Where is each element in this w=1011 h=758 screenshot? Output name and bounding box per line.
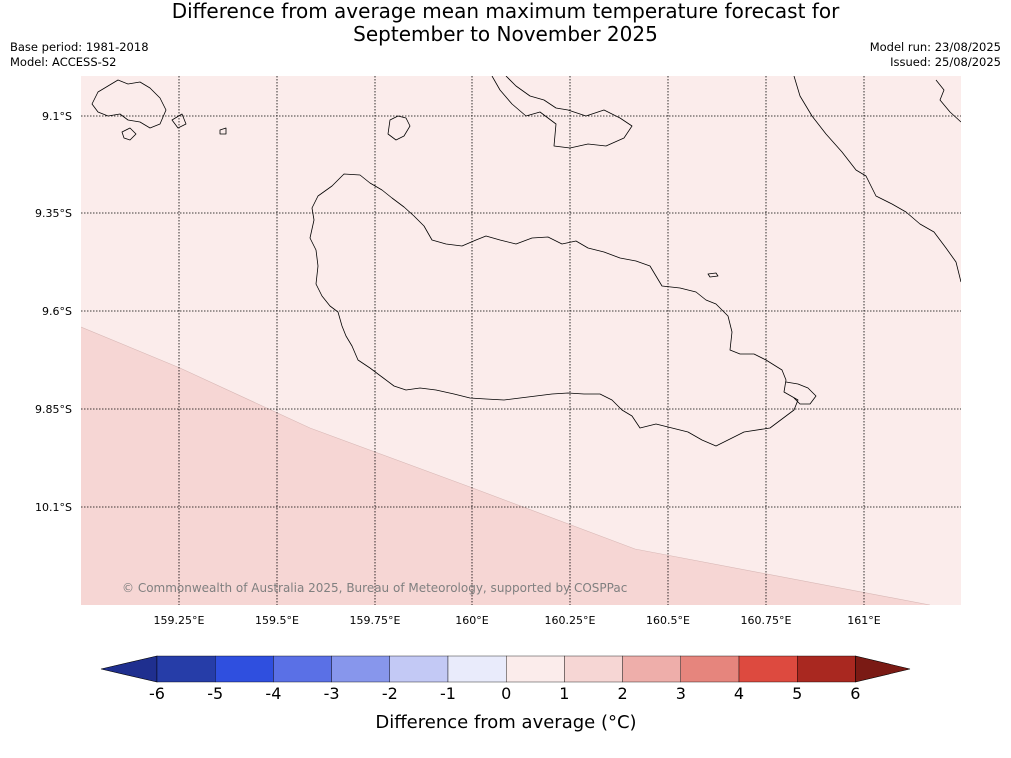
colorbar-segment xyxy=(797,655,856,683)
island-coastline-main xyxy=(309,173,799,447)
map-area: © Commonwealth of Australia 2025, Bureau… xyxy=(81,76,961,605)
islet-east xyxy=(707,272,719,278)
colorbar-segment xyxy=(680,655,740,683)
colorbar-tick-label: 2 xyxy=(618,684,628,703)
lon-label: 160°E xyxy=(455,614,488,627)
colorbar-tick-label: -5 xyxy=(207,684,223,703)
latitude-labels: 9.1°S 9.35°S 9.6°S 9.85°S 10.1°S xyxy=(35,110,72,514)
colorbar-segment xyxy=(622,655,681,683)
colorbar-tick-label: 5 xyxy=(792,684,802,703)
colorbar-segment xyxy=(506,655,565,683)
issued-date: Issued: 25/08/2025 xyxy=(890,55,1001,69)
lon-label: 159.5°E xyxy=(255,614,299,627)
colorbar-tick-label: 1 xyxy=(559,684,569,703)
lon-label: 160.75°E xyxy=(741,614,792,627)
colorbar-segment xyxy=(273,655,332,683)
colorbar-tick-label: -2 xyxy=(382,684,398,703)
lat-label: 9.35°S xyxy=(35,207,72,220)
colorbar-segment xyxy=(214,655,274,683)
colorbar-segment xyxy=(564,655,623,683)
colorbar-tick-label: -1 xyxy=(440,684,456,703)
colorbar-tick-label: -6 xyxy=(149,684,165,703)
anomaly-fill-1-2 xyxy=(81,327,930,605)
lat-label: 10.1°S xyxy=(35,501,72,514)
colorbar-tick-label: 3 xyxy=(676,684,686,703)
lat-label: 9.1°S xyxy=(42,110,72,123)
colorbar-tick-label: -3 xyxy=(324,684,340,703)
island-coastline-eastern-cape xyxy=(785,381,817,405)
islet-northwest-1 xyxy=(121,127,137,141)
colorbar-segment xyxy=(738,655,798,683)
island-northeast-coast xyxy=(793,76,961,283)
title-line-2: September to November 2025 xyxy=(353,22,658,46)
colorbar-extend-low xyxy=(100,655,158,683)
colorbar-extend-high xyxy=(855,655,911,683)
colorbar-title: Difference from average (°C) xyxy=(375,712,636,733)
copyright-notice: © Commonwealth of Australia 2025, Bureau… xyxy=(122,581,627,595)
longitude-labels: 159.25°E 159.5°E 159.75°E 160°E 160.25°E… xyxy=(154,614,881,627)
islet-northwest-2 xyxy=(171,113,187,129)
gridlines xyxy=(81,76,961,605)
island-north-center xyxy=(491,76,633,149)
island-northeast-tip xyxy=(935,79,961,123)
islet-northwest-3 xyxy=(219,127,227,135)
lon-label: 160.25°E xyxy=(545,614,596,627)
colorbar-tick-label: 6 xyxy=(850,684,860,703)
title-line-1: Difference from average mean maximum tem… xyxy=(171,0,840,23)
island-northwest xyxy=(91,79,167,129)
colorbar-segment xyxy=(389,655,449,683)
colorbar-tick-label: 0 xyxy=(501,684,511,703)
meta-left: Base period: 1981-2018 Model: ACCESS-S2 xyxy=(10,40,149,70)
contour-line xyxy=(81,326,931,605)
chart-title: Difference from average mean maximum tem… xyxy=(0,0,1011,46)
model-name: Model: ACCESS-S2 xyxy=(10,55,117,69)
lon-label: 160.5°E xyxy=(646,614,690,627)
island-small-north xyxy=(387,115,411,141)
colorbar-tick-label: 4 xyxy=(734,684,744,703)
meta-right: Model run: 23/08/2025 Issued: 25/08/2025 xyxy=(870,40,1001,70)
colorbar-segment xyxy=(447,655,507,683)
colorbar-tick-label: -4 xyxy=(265,684,281,703)
lat-label: 9.85°S xyxy=(35,403,72,416)
model-run: Model run: 23/08/2025 xyxy=(869,40,1001,54)
lon-label: 161°E xyxy=(847,614,880,627)
base-period: Base period: 1981-2018 xyxy=(10,40,149,54)
colorbar-segment xyxy=(156,655,216,683)
coastlines xyxy=(91,76,961,447)
lon-label: 159.75°E xyxy=(350,614,401,627)
colorbar-segment xyxy=(331,655,391,683)
colorbar: -6 -5 -4 -3 -2 -1 0 1 2 3 4 5 6 xyxy=(100,655,911,703)
lon-label: 159.25°E xyxy=(154,614,205,627)
lat-label: 9.6°S xyxy=(42,305,72,318)
